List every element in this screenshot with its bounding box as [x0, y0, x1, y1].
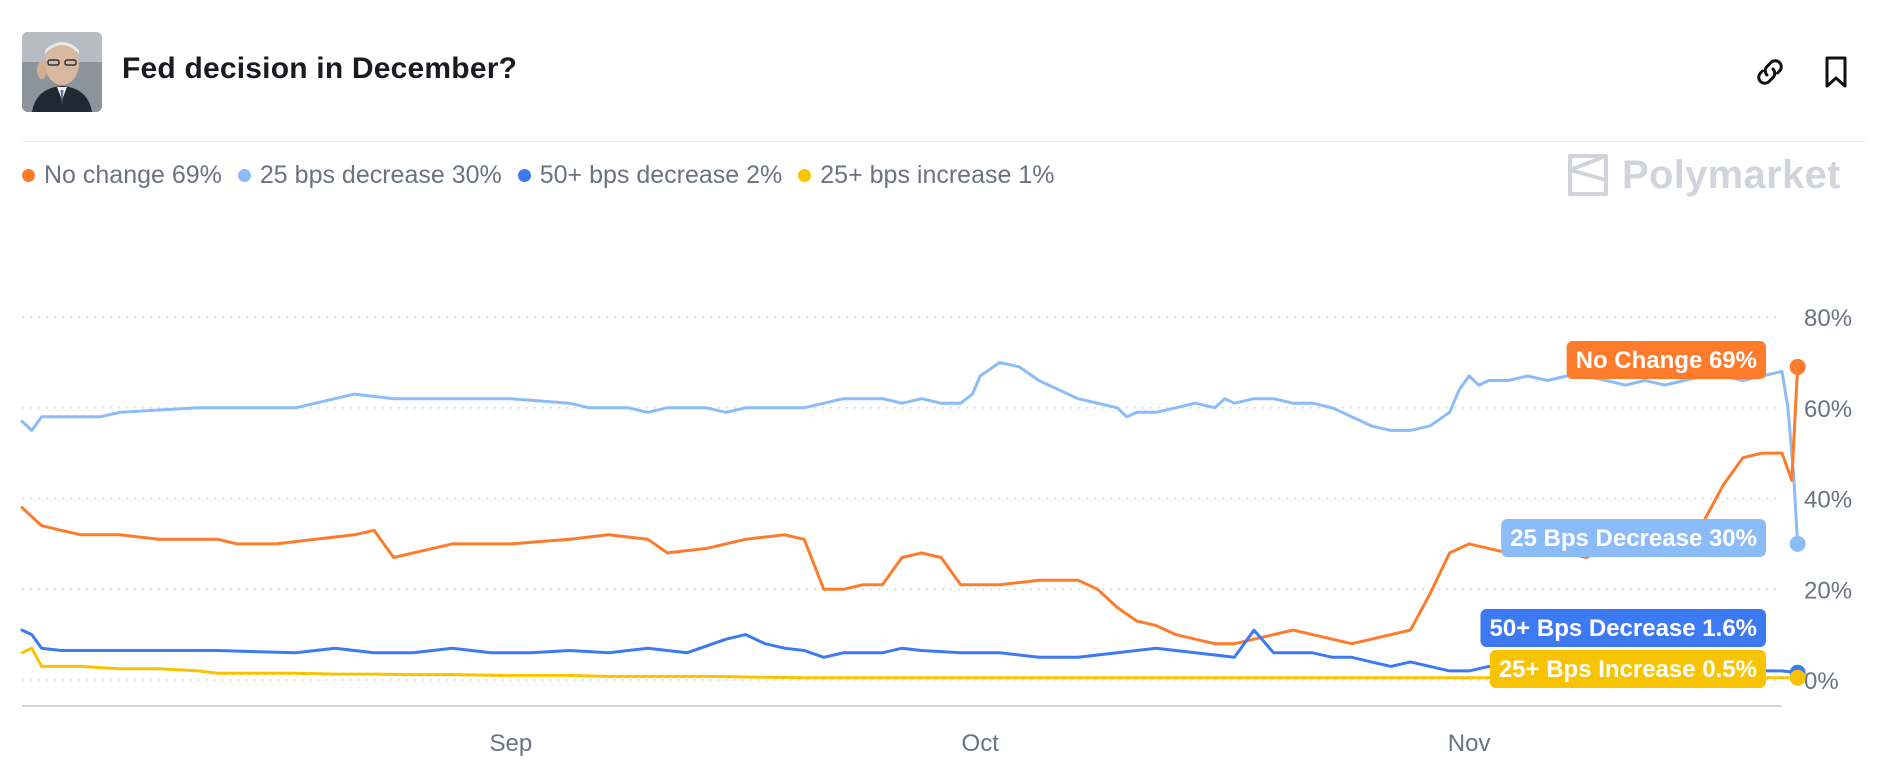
end-labels: 25 Bps Decrease 30% No Change 69% 50+ Bps …: [1480, 341, 1766, 688]
polymarket-logo-icon: [1568, 154, 1608, 196]
legend-item-no-change[interactable]: No change 69%: [22, 161, 222, 190]
x-tick-label-oct: Oct: [962, 730, 1000, 757]
chart-legend: No change 69% 25 bps decrease 30% 50+ bp…: [22, 158, 1070, 192]
legend-label: 50+ bps decrease 2%: [539, 160, 783, 189]
link-icon: [1757, 59, 1783, 85]
series-end-dot-25-bps-increase: [1789, 669, 1806, 686]
market-header: Fed decision in December?: [0, 0, 1878, 142]
legend-item-50-bps-decrease[interactable]: 50+ bps decrease 2%: [517, 160, 783, 190]
axes: 0% 20% 40% 60% 80% Sep Oct Nov: [22, 305, 1852, 757]
legend-label: 25 bps decrease 30%: [259, 160, 502, 189]
y-tick-label: 40%: [1804, 487, 1852, 514]
page-title: Fed decision in December?: [122, 52, 518, 85]
y-tick-label: 60%: [1804, 396, 1852, 423]
y-tick-label: 20%: [1804, 577, 1852, 604]
grid-lines: [22, 316, 1782, 681]
end-label-text: 25+ Bps Increase 0.5%: [1499, 656, 1757, 683]
end-label-25-bps-increase: 25+ Bps Increase 0.5%: [1489, 650, 1766, 688]
legend-dot: [517, 168, 531, 182]
y-tick-label: 80%: [1804, 305, 1852, 332]
end-label-25-bps-decrease: 25 Bps Decrease 30%: [1501, 519, 1766, 557]
legend-label: 25+ bps increase 1%: [820, 160, 1055, 189]
portrait-image: [22, 32, 102, 112]
x-tick-label-nov: Nov: [1448, 730, 1491, 757]
end-label-text: No Change 69%: [1576, 347, 1757, 374]
polymarket-watermark: Polymarket: [1566, 150, 1841, 200]
series-end-dot-25-bps-decrease: [1789, 535, 1806, 552]
brand-name: Polymarket: [1622, 152, 1841, 197]
x-tick-label-sep: Sep: [490, 730, 533, 757]
end-label-badge: [1480, 609, 1766, 647]
end-label-no-change: No Change 69%: [1566, 341, 1766, 379]
end-label-text: 25 Bps Decrease 30%: [1510, 525, 1757, 552]
series-end-dot-no-change: [1789, 358, 1806, 375]
series-line-25-bps-decrease: [20, 360, 1800, 546]
legend-dot: [798, 168, 812, 182]
legend-label: No change 69%: [44, 160, 222, 189]
legend-item-25-bps-increase[interactable]: 25+ bps increase 1%: [798, 161, 1054, 190]
legend-dot: [237, 168, 251, 182]
end-label-50-bps-decrease: 50+ Bps Decrease 1.6%: [1480, 609, 1766, 647]
series-line-no-change: [20, 365, 1800, 646]
bookmark-button[interactable]: [1816, 52, 1856, 92]
end-label-badge: [1489, 650, 1766, 688]
y-tick-label: 0%: [1804, 668, 1839, 695]
bookmark-icon: [1825, 56, 1847, 88]
market-avatar: [22, 32, 102, 112]
legend-item-25-bps-decrease[interactable]: 25 bps decrease 30%: [237, 160, 502, 190]
series-line-25-bps-increase: [20, 646, 1800, 680]
probability-chart[interactable]: 0% 20% 40% 60% 80% Sep Oct Nov 25 Bps Decrease …: [0, 200, 1878, 776]
link-button[interactable]: [1750, 52, 1790, 92]
end-label-badge: [1501, 519, 1766, 557]
header-divider: [22, 141, 1866, 142]
legend-dot: [22, 168, 35, 182]
end-label-badge: [1566, 341, 1766, 379]
end-label-text: 50+ Bps Decrease 1.6%: [1489, 615, 1757, 642]
